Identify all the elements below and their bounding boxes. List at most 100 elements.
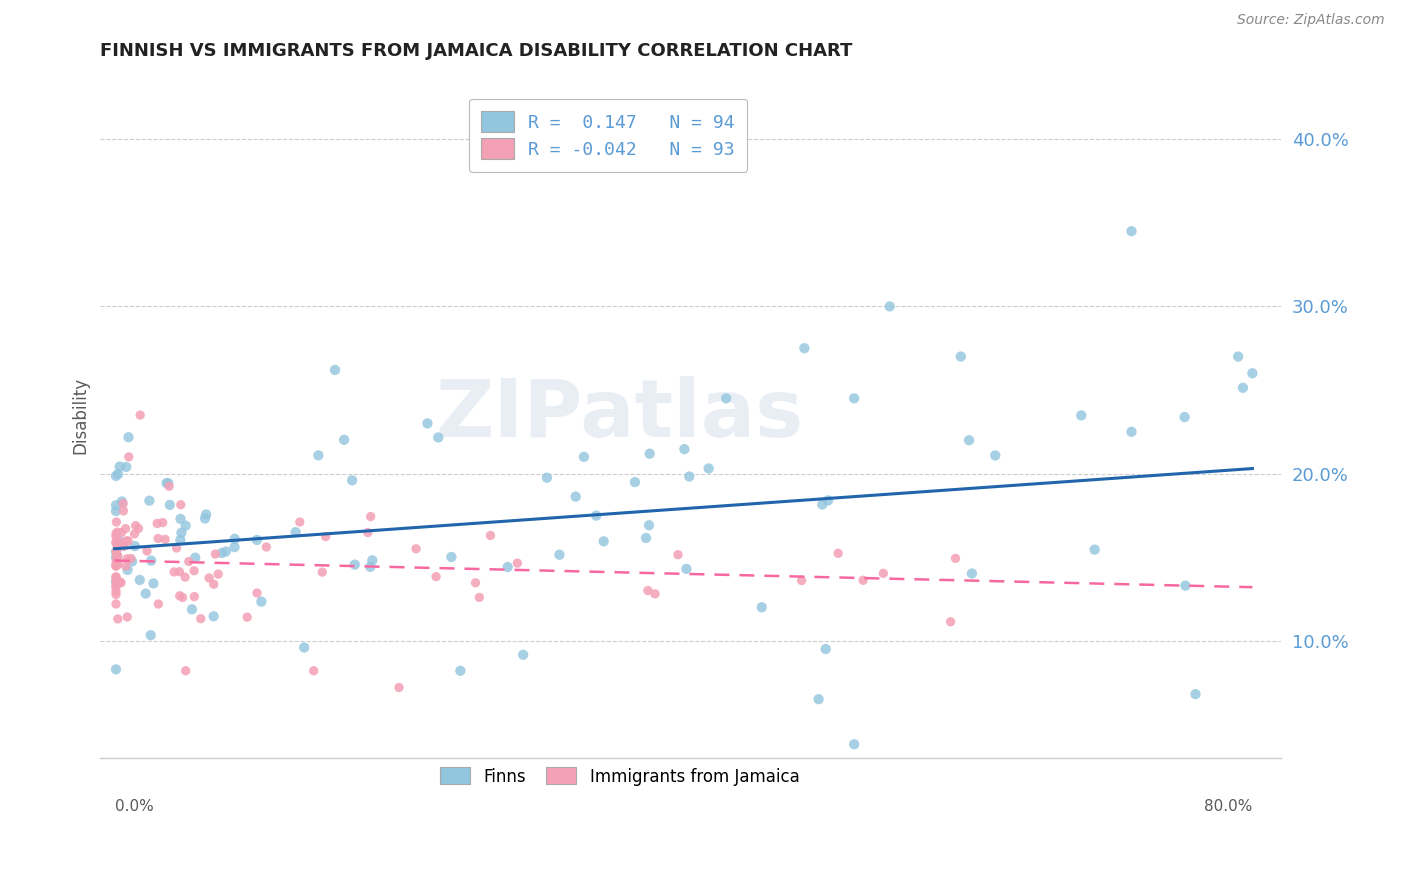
Point	[105, 570, 128, 584]
Point	[879, 300, 901, 314]
Point	[105, 526, 128, 541]
Point	[697, 461, 720, 475]
Point	[844, 392, 866, 406]
Point	[105, 662, 128, 676]
Point	[284, 525, 307, 540]
Point	[496, 560, 519, 574]
Point	[157, 476, 180, 491]
Point	[169, 512, 191, 526]
Point	[117, 610, 139, 624]
Point	[124, 527, 146, 541]
Point	[114, 522, 136, 536]
Point	[202, 609, 225, 624]
Point	[250, 595, 273, 609]
Point	[506, 556, 529, 570]
Point	[246, 533, 269, 547]
Point	[148, 597, 170, 611]
Text: ZIPatlas: ZIPatlas	[436, 376, 804, 454]
Point	[110, 535, 132, 549]
Point	[169, 565, 191, 579]
Point	[1070, 409, 1092, 423]
Point	[181, 602, 204, 616]
Point	[1232, 381, 1254, 395]
Point	[105, 584, 128, 599]
Point	[564, 490, 586, 504]
Point	[105, 578, 128, 592]
Point	[1184, 687, 1206, 701]
Point	[112, 497, 135, 511]
Point	[204, 547, 226, 561]
Point	[170, 525, 193, 540]
Point	[105, 574, 128, 588]
Point	[790, 574, 813, 588]
Point	[129, 408, 152, 422]
Point	[128, 573, 150, 587]
Point	[105, 554, 128, 568]
Point	[536, 471, 558, 485]
Point	[340, 473, 363, 487]
Point	[157, 479, 180, 493]
Point	[127, 521, 149, 535]
Point	[315, 530, 337, 544]
Point	[105, 515, 128, 529]
Point	[468, 591, 491, 605]
Point	[984, 449, 1007, 463]
Point	[115, 459, 138, 474]
Point	[479, 528, 502, 542]
Point	[343, 558, 366, 572]
Point	[166, 541, 188, 555]
Point	[183, 564, 205, 578]
Point	[236, 610, 259, 624]
Point	[139, 628, 162, 642]
Point	[292, 640, 315, 655]
Point	[107, 558, 129, 572]
Point	[110, 575, 132, 590]
Point	[174, 518, 197, 533]
Point	[105, 558, 128, 573]
Point	[388, 681, 411, 695]
Point	[311, 565, 333, 579]
Text: FINNISH VS IMMIGRANTS FROM JAMAICA DISABILITY CORRELATION CHART: FINNISH VS IMMIGRANTS FROM JAMAICA DISAB…	[100, 42, 852, 60]
Point	[512, 648, 534, 662]
Point	[224, 540, 246, 554]
Point	[254, 540, 277, 554]
Point	[163, 565, 186, 579]
Point	[108, 574, 131, 589]
Point	[105, 545, 128, 559]
Point	[359, 559, 381, 574]
Point	[357, 525, 380, 540]
Point	[124, 518, 146, 533]
Legend: Finns, Immigrants from Jamaica: Finns, Immigrants from Jamaica	[432, 759, 807, 794]
Point	[638, 447, 661, 461]
Point	[110, 525, 132, 540]
Point	[637, 583, 659, 598]
Point	[105, 580, 128, 594]
Point	[678, 469, 700, 483]
Point	[361, 553, 384, 567]
Point	[198, 571, 221, 585]
Point	[105, 570, 128, 584]
Point	[817, 493, 839, 508]
Point	[1121, 425, 1143, 439]
Point	[112, 540, 135, 554]
Point	[793, 341, 815, 355]
Point	[107, 535, 129, 549]
Point	[184, 550, 207, 565]
Point	[288, 515, 311, 529]
Point	[333, 433, 356, 447]
Point	[811, 498, 834, 512]
Point	[152, 516, 174, 530]
Point	[142, 576, 165, 591]
Point	[644, 587, 666, 601]
Point	[844, 737, 866, 751]
Point	[169, 533, 191, 548]
Point	[105, 535, 128, 549]
Point	[136, 544, 159, 558]
Point	[939, 615, 962, 629]
Point	[360, 509, 382, 524]
Point	[440, 549, 463, 564]
Point	[115, 551, 138, 566]
Point	[135, 586, 157, 600]
Point	[572, 450, 595, 464]
Point	[105, 597, 128, 611]
